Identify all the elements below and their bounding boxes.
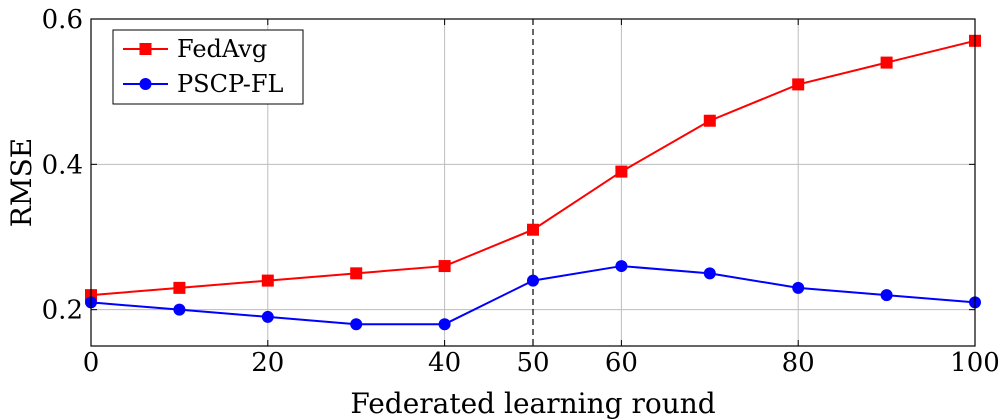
legend-label: PSCP-FL	[177, 70, 284, 98]
x-tick-label: 50	[516, 348, 549, 378]
data-point	[527, 223, 539, 236]
data-point	[173, 303, 186, 316]
data-point	[880, 56, 893, 69]
y-tick-label: 0.4	[42, 150, 83, 180]
x-tick-label: 0	[83, 348, 100, 378]
data-point	[615, 165, 628, 178]
data-point	[350, 318, 363, 331]
x-tick-label: 20	[251, 348, 284, 378]
data-point	[261, 274, 274, 287]
data-point	[792, 281, 805, 294]
legend-label: FedAvg	[177, 35, 267, 63]
x-tick-label: 80	[782, 348, 815, 378]
data-point	[792, 78, 805, 91]
x-tick-label: 60	[605, 348, 638, 378]
data-point	[438, 318, 451, 331]
legend-item-pscp-fl: PSCP-FL	[123, 70, 284, 98]
legend-box	[112, 29, 304, 105]
data-point	[350, 267, 363, 280]
data-point	[703, 267, 716, 280]
data-point	[438, 260, 451, 273]
x-tick-label: 100	[950, 348, 1000, 378]
x-axis-label: Federated learning round	[350, 387, 715, 420]
data-point	[261, 310, 274, 323]
data-point	[880, 289, 893, 302]
data-point	[615, 260, 628, 273]
data-point	[527, 274, 539, 287]
data-point	[703, 114, 716, 127]
legend-swatch-marker	[139, 43, 152, 55]
y-tick-label: 0.2	[42, 296, 83, 326]
y-tick-label: 0.6	[42, 5, 83, 35]
data-point	[173, 281, 186, 294]
legend: FedAvg PSCP-FL	[112, 29, 304, 105]
y-axis-label: RMSE	[5, 138, 38, 227]
x-tick-label: 40	[428, 348, 461, 378]
legend-swatch-marker	[139, 78, 152, 90]
axis-ticks: 0 20 40 50 60 80 100 0.2 0.4 0.6	[42, 5, 1000, 378]
legend-item-fedavg: FedAvg	[123, 35, 267, 63]
